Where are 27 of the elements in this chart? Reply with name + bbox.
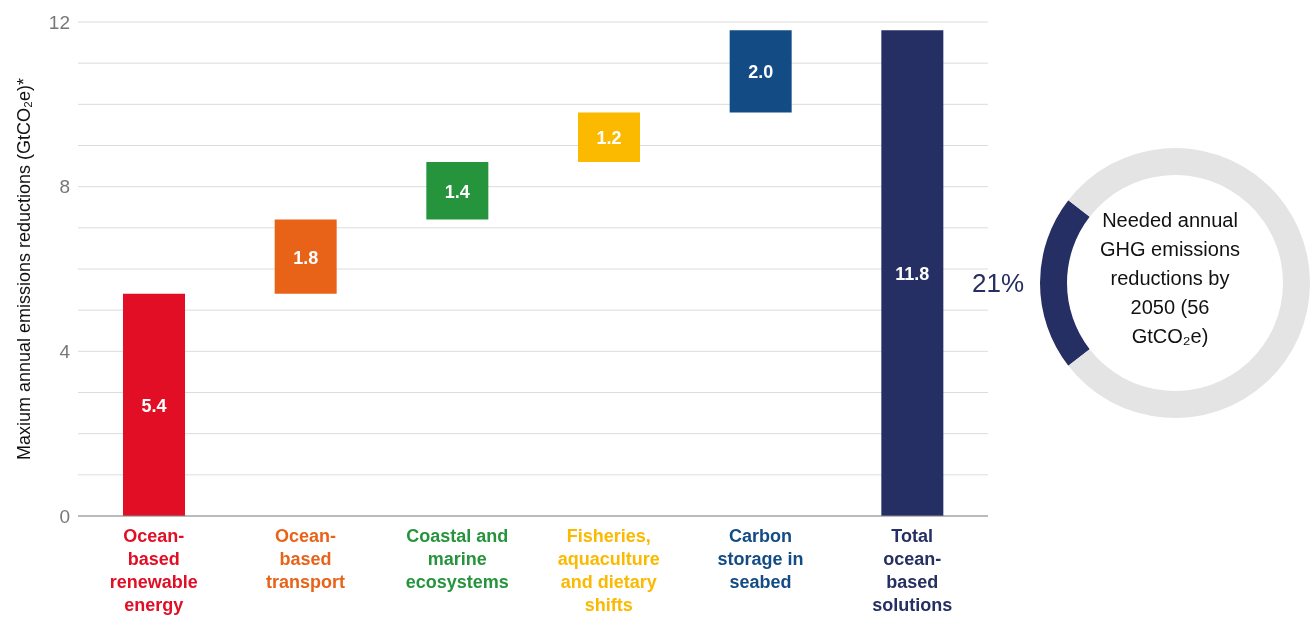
y-tick-label: 12 [48, 11, 70, 33]
y-tick-label: 0 [59, 505, 70, 527]
donut-slice [1040, 200, 1090, 366]
data-label: 1.2 [596, 128, 622, 149]
data-label: 1.4 [444, 181, 470, 202]
y-tick-label: 8 [59, 176, 70, 198]
donut-slice [1068, 148, 1310, 418]
x-tick-label: Fisheries, aquaculture and dietary shifts [557, 526, 660, 615]
bar [426, 161, 489, 220]
bar [881, 30, 944, 516]
data-label: 1.8 [293, 247, 319, 268]
x-tick-label: Carbon storage in seabed [717, 526, 804, 592]
data-label: 2.0 [748, 62, 774, 83]
bar [123, 293, 185, 516]
x-tick-label: Ocean-based transport [265, 526, 346, 592]
bar [578, 112, 640, 162]
bar [729, 30, 792, 113]
data-label: 21% [971, 268, 1025, 298]
data-label: 11.8 [895, 264, 930, 285]
text: Needed annual GHG emissions reductions by 2050 (56 GtCO₂e) [1099, 207, 1241, 349]
data-label: 5.4 [141, 395, 167, 416]
x-tick-label: Coastal and marine ecosystems [405, 526, 509, 592]
bar [274, 219, 337, 294]
y-tick-label: 4 [59, 341, 71, 363]
x-tick-label: Total ocean-based solutions [872, 526, 953, 615]
y-axis-title: Maxium annual emissions reductions (GtCO₂e)* [14, 77, 34, 461]
x-tick-label: Ocean-based renewable energy [109, 526, 198, 615]
